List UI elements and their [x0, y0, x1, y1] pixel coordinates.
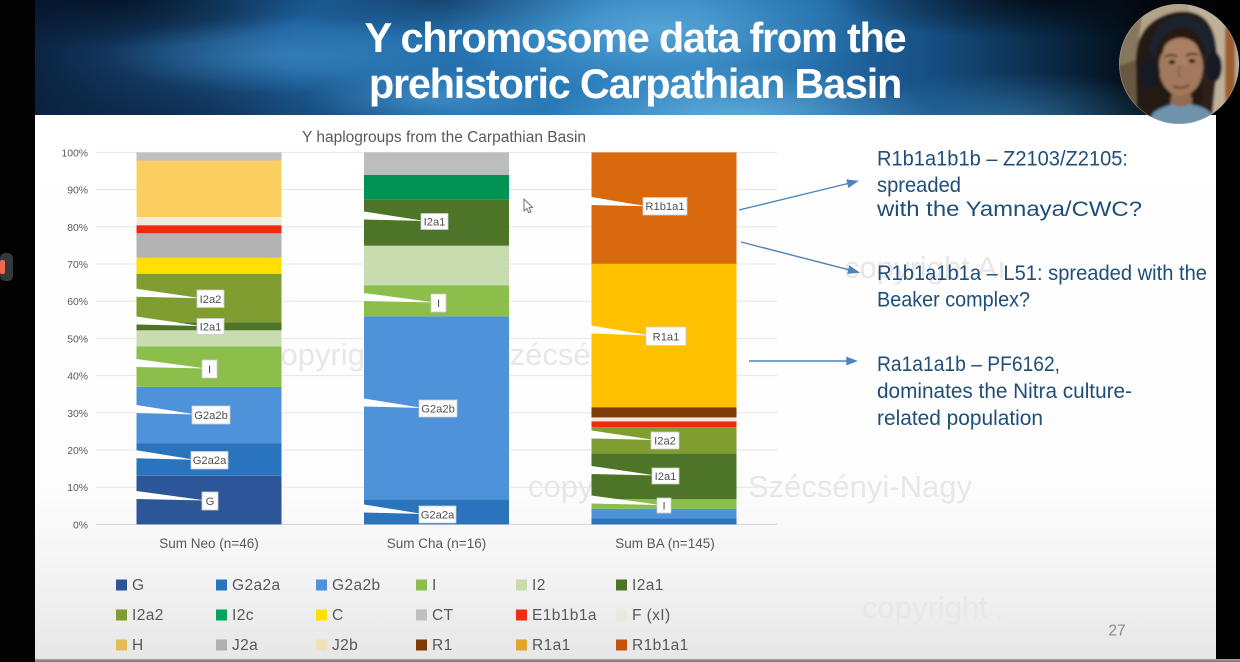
svg-text:20%: 20% — [67, 446, 88, 457]
svg-text:I: I — [662, 501, 665, 513]
svg-text:Sum Neo (n=46): Sum Neo (n=46) — [159, 536, 258, 551]
svg-text:I: I — [437, 298, 440, 310]
svg-text:related population: related population — [877, 407, 1043, 430]
svg-text:Y haplogroups from the Carpath: Y haplogroups from the Carpathian Basin — [302, 129, 586, 146]
svg-text:G2a2a: G2a2a — [421, 510, 455, 522]
svg-text:R1b1a1: R1b1a1 — [632, 637, 689, 654]
svg-text:C: C — [332, 607, 344, 624]
svg-text:10%: 10% — [67, 483, 88, 494]
svg-text:R1b1a1: R1b1a1 — [645, 201, 684, 213]
svg-text:Szécsényi-Nagy: Szécsényi-Nagy — [748, 469, 972, 504]
svg-text:with the Yamnaya/CWC?: with the Yamnaya/CWC? — [876, 198, 1142, 221]
svg-text:40%: 40% — [67, 372, 88, 383]
svg-text:R1b1a1b1a – L51: spreaded with: R1b1a1b1a – L51: spreaded with the — [877, 262, 1207, 285]
svg-text:80%: 80% — [67, 223, 88, 234]
svg-text:I: I — [208, 364, 211, 376]
svg-text:I: I — [432, 577, 437, 594]
svg-text:30%: 30% — [67, 409, 88, 420]
svg-text:Sum BA (n=145): Sum BA (n=145) — [615, 536, 714, 551]
svg-text:27: 27 — [1108, 623, 1125, 640]
svg-text:Beaker complex?: Beaker complex? — [877, 289, 1030, 312]
svg-text:I2a2: I2a2 — [654, 436, 676, 448]
svg-text:I2: I2 — [532, 577, 546, 594]
svg-text:G: G — [206, 496, 215, 508]
svg-text:copyright Aı: copyright Aı — [844, 250, 1006, 285]
svg-text:Ra1a1a1b – PF6162,: Ra1a1a1b – PF6162, — [877, 353, 1060, 376]
svg-text:G2a2b: G2a2b — [332, 577, 381, 594]
svg-text:I2a2: I2a2 — [200, 294, 222, 306]
svg-text:I2a1: I2a1 — [655, 471, 677, 483]
svg-text:Sum Cha (n=16): Sum Cha (n=16) — [387, 536, 486, 551]
svg-text:I2c: I2c — [232, 607, 254, 624]
svg-text:G2a2a: G2a2a — [232, 577, 281, 594]
svg-text:R1a1: R1a1 — [653, 331, 680, 343]
svg-text:G2a2b: G2a2b — [194, 410, 228, 422]
svg-text:I2a1: I2a1 — [424, 217, 446, 229]
svg-text:F (xI): F (xI) — [632, 607, 671, 624]
svg-text:J2a: J2a — [232, 637, 258, 654]
svg-text:0%: 0% — [73, 520, 88, 531]
svg-text:R1b1a1b1b – Z2103/Z2105:: R1b1a1b1b – Z2103/Z2105: — [877, 147, 1128, 170]
svg-text:I2a2: I2a2 — [132, 607, 164, 624]
svg-text:R1: R1 — [432, 637, 453, 654]
svg-text:copyright .: copyright . — [862, 590, 1002, 625]
svg-text:G: G — [132, 577, 144, 594]
svg-text:dominates the Nitra culture-: dominates the Nitra culture- — [877, 380, 1132, 403]
svg-text:60%: 60% — [67, 297, 88, 308]
svg-text:I2a1: I2a1 — [632, 577, 664, 594]
svg-text:H: H — [132, 637, 144, 654]
svg-text:CT: CT — [432, 607, 454, 624]
svg-text:E1b1b1a: E1b1b1a — [532, 607, 597, 624]
svg-text:G2a2a: G2a2a — [193, 455, 227, 467]
svg-text:I2a1: I2a1 — [200, 322, 222, 334]
svg-text:J2b: J2b — [332, 637, 358, 654]
svg-text:spreaded: spreaded — [877, 174, 961, 197]
svg-text:R1a1: R1a1 — [532, 637, 571, 654]
svg-text:50%: 50% — [67, 334, 88, 345]
svg-text:70%: 70% — [67, 260, 88, 271]
svg-text:90%: 90% — [67, 186, 88, 197]
svg-text:100%: 100% — [61, 148, 88, 159]
svg-text:G2a2b: G2a2b — [421, 404, 455, 416]
